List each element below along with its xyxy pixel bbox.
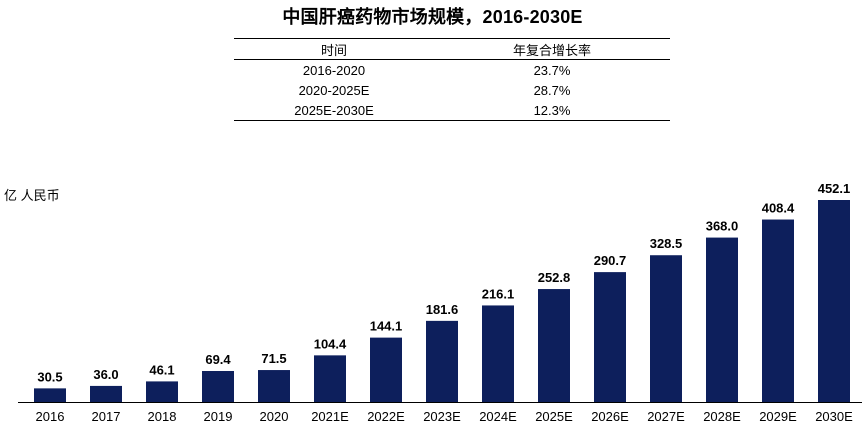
cagr-table: 时间 年复合增长率 2016-2020 23.7% 2020-2025E 28.… — [234, 38, 670, 121]
bar-value-label: 71.5 — [261, 351, 286, 366]
cagr-period-cell: 2025E-2030E — [294, 102, 374, 118]
cagr-header-period: 时间 — [320, 42, 347, 58]
bar-value-label: 408.4 — [762, 201, 795, 216]
y-axis-unit-label: 亿 人民币 — [4, 188, 60, 203]
x-tick-label: 2030E — [815, 409, 853, 424]
bar-value-label: 104.4 — [314, 336, 347, 351]
x-tick-label: 2017 — [92, 409, 121, 424]
x-tick-label: 2022E — [367, 409, 405, 424]
bar-2019 — [202, 370, 234, 402]
cagr-period-cell: 2020-2025E — [298, 82, 370, 98]
x-tick-label: 2019 — [204, 409, 233, 424]
bar-2030E — [818, 200, 850, 402]
bar-value-label: 69.4 — [205, 352, 231, 367]
bar-value-label: 368.0 — [706, 219, 739, 234]
x-tick-label: 2027E — [647, 409, 685, 424]
x-tick-label: 2021E — [311, 409, 349, 424]
chart-title: 中国肝癌药物市场规模，2016-2030E — [282, 7, 583, 27]
cagr-period-cell: 2016-2020 — [302, 62, 366, 78]
x-tick-label: 2028E — [703, 409, 741, 424]
x-tick-label: 2029E — [759, 409, 797, 424]
cagr-rate-cell: 12.3% — [533, 102, 571, 118]
bar-2023E — [426, 320, 458, 402]
x-tick-label: 2026E — [591, 409, 629, 424]
bar-2021E — [314, 355, 346, 402]
cagr-rate-cell: 28.7% — [533, 82, 571, 98]
cagr-rate-cell: 23.7% — [533, 62, 571, 78]
bar-2016 — [34, 388, 66, 402]
x-tick-label: 2023E — [423, 409, 461, 424]
bar-value-label: 452.1 — [818, 181, 851, 196]
bar-2027E — [650, 255, 682, 402]
bar-2026E — [594, 272, 626, 402]
bar-2018 — [146, 381, 178, 402]
bar-value-label: 252.8 — [538, 270, 571, 285]
bar-value-label: 46.1 — [149, 362, 174, 377]
cagr-table-row: 2016-2020 23.7% — [234, 60, 670, 81]
x-tick-label: 2016 — [36, 409, 65, 424]
bar-value-label: 144.1 — [370, 319, 403, 334]
bar-2028E — [706, 237, 738, 402]
bar-value-label: 36.0 — [93, 367, 118, 382]
cagr-table-header-row: 时间 年复合增长率 — [234, 38, 670, 60]
bar-2024E — [482, 305, 514, 402]
x-tick-label: 2020 — [260, 409, 289, 424]
x-tick-label: 2024E — [479, 409, 517, 424]
bar-2029E — [762, 219, 794, 402]
cagr-table-row: 2020-2025E 28.7% — [234, 80, 670, 100]
bar-value-label: 290.7 — [594, 253, 627, 268]
bar-2025E — [538, 289, 570, 402]
bar-value-label: 181.6 — [426, 302, 459, 317]
bar-2017 — [90, 385, 122, 402]
cagr-table-row: 2025E-2030E 12.3% — [234, 100, 670, 121]
x-tick-label: 2025E — [535, 409, 573, 424]
bar-2020 — [258, 370, 290, 402]
bar-value-label: 328.5 — [650, 236, 683, 251]
cagr-header-rate: 年复合增长率 — [512, 42, 591, 58]
bar-value-label: 216.1 — [482, 286, 515, 301]
bar-2022E — [370, 337, 402, 402]
x-tick-label: 2018 — [148, 409, 177, 424]
bar-value-label: 30.5 — [37, 369, 62, 384]
